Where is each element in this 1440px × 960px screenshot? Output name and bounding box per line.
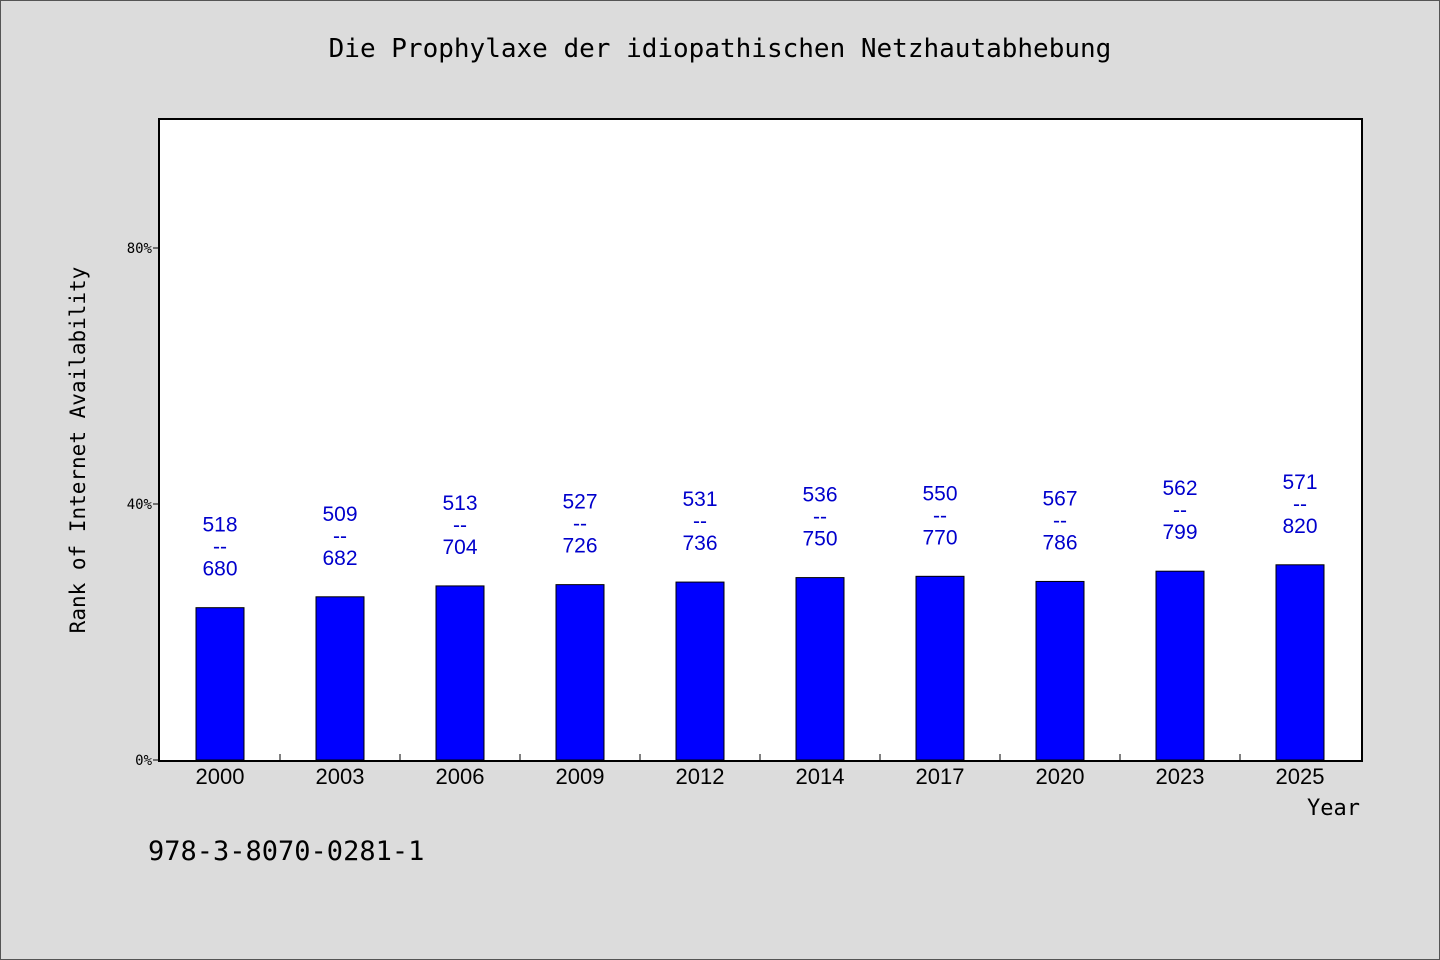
data-label-separator: -- xyxy=(1293,493,1307,516)
x-tick-label: 2014 xyxy=(796,764,845,789)
data-label-bottom: 786 xyxy=(1042,531,1077,554)
bar xyxy=(915,575,965,761)
data-label-top: 527 xyxy=(562,491,597,514)
x-tick-label: 2025 xyxy=(1276,764,1325,789)
bar xyxy=(1275,564,1325,761)
x-tick-label: 2023 xyxy=(1156,764,1205,789)
data-label-top: 513 xyxy=(442,492,477,515)
data-label-top: 567 xyxy=(1042,487,1077,510)
data-label-bottom: 820 xyxy=(1282,515,1317,538)
isbn-footnote: 978-3-8070-0281-1 xyxy=(148,836,425,867)
data-label-top: 518 xyxy=(202,514,237,537)
data-label-separator: -- xyxy=(693,510,707,533)
chart-title: Die Prophylaxe der idiopathischen Netzha… xyxy=(328,34,1112,64)
y-tick-label: 80% xyxy=(127,241,153,257)
bar xyxy=(1035,580,1085,761)
x-tick-label: 2017 xyxy=(916,764,965,789)
data-label-separator: -- xyxy=(573,513,587,536)
bar xyxy=(795,577,845,761)
x-axis-label: Year xyxy=(1307,796,1360,821)
data-label-top: 509 xyxy=(322,503,357,526)
data-label-top: 571 xyxy=(1282,471,1317,494)
bar xyxy=(1155,570,1205,761)
data-label-separator: -- xyxy=(333,525,347,548)
data-label-separator: -- xyxy=(453,514,467,537)
y-tick-label: 0% xyxy=(135,753,152,769)
data-label-separator: -- xyxy=(213,536,227,559)
data-label-separator: -- xyxy=(1173,499,1187,522)
x-tick-label: 2000 xyxy=(196,764,245,789)
data-label-bottom: 736 xyxy=(682,532,717,555)
data-label-bottom: 704 xyxy=(442,536,477,559)
y-tick-label: 40% xyxy=(127,497,153,513)
bar xyxy=(555,584,605,761)
bar xyxy=(675,581,725,761)
bar xyxy=(315,596,365,761)
data-label-bottom: 799 xyxy=(1162,521,1197,544)
data-label-separator: -- xyxy=(1053,509,1067,532)
x-tick-label: 2009 xyxy=(556,764,605,789)
bar xyxy=(195,607,245,761)
data-label-bottom: 682 xyxy=(322,547,357,570)
data-label-bottom: 770 xyxy=(922,526,957,549)
x-tick-label: 2006 xyxy=(436,764,485,789)
data-label-bottom: 726 xyxy=(562,535,597,558)
data-label-bottom: 680 xyxy=(202,558,237,581)
data-label-separator: -- xyxy=(813,506,827,529)
x-tick-label: 2003 xyxy=(316,764,365,789)
data-label-top: 536 xyxy=(802,484,837,507)
data-label-top: 531 xyxy=(682,488,717,511)
data-label-top: 562 xyxy=(1162,477,1197,500)
x-tick-label: 2020 xyxy=(1036,764,1085,789)
data-label-top: 550 xyxy=(922,482,957,505)
data-label-separator: -- xyxy=(933,504,947,527)
data-label-bottom: 750 xyxy=(802,528,837,551)
x-tick-label: 2012 xyxy=(676,764,725,789)
bar xyxy=(435,585,485,761)
